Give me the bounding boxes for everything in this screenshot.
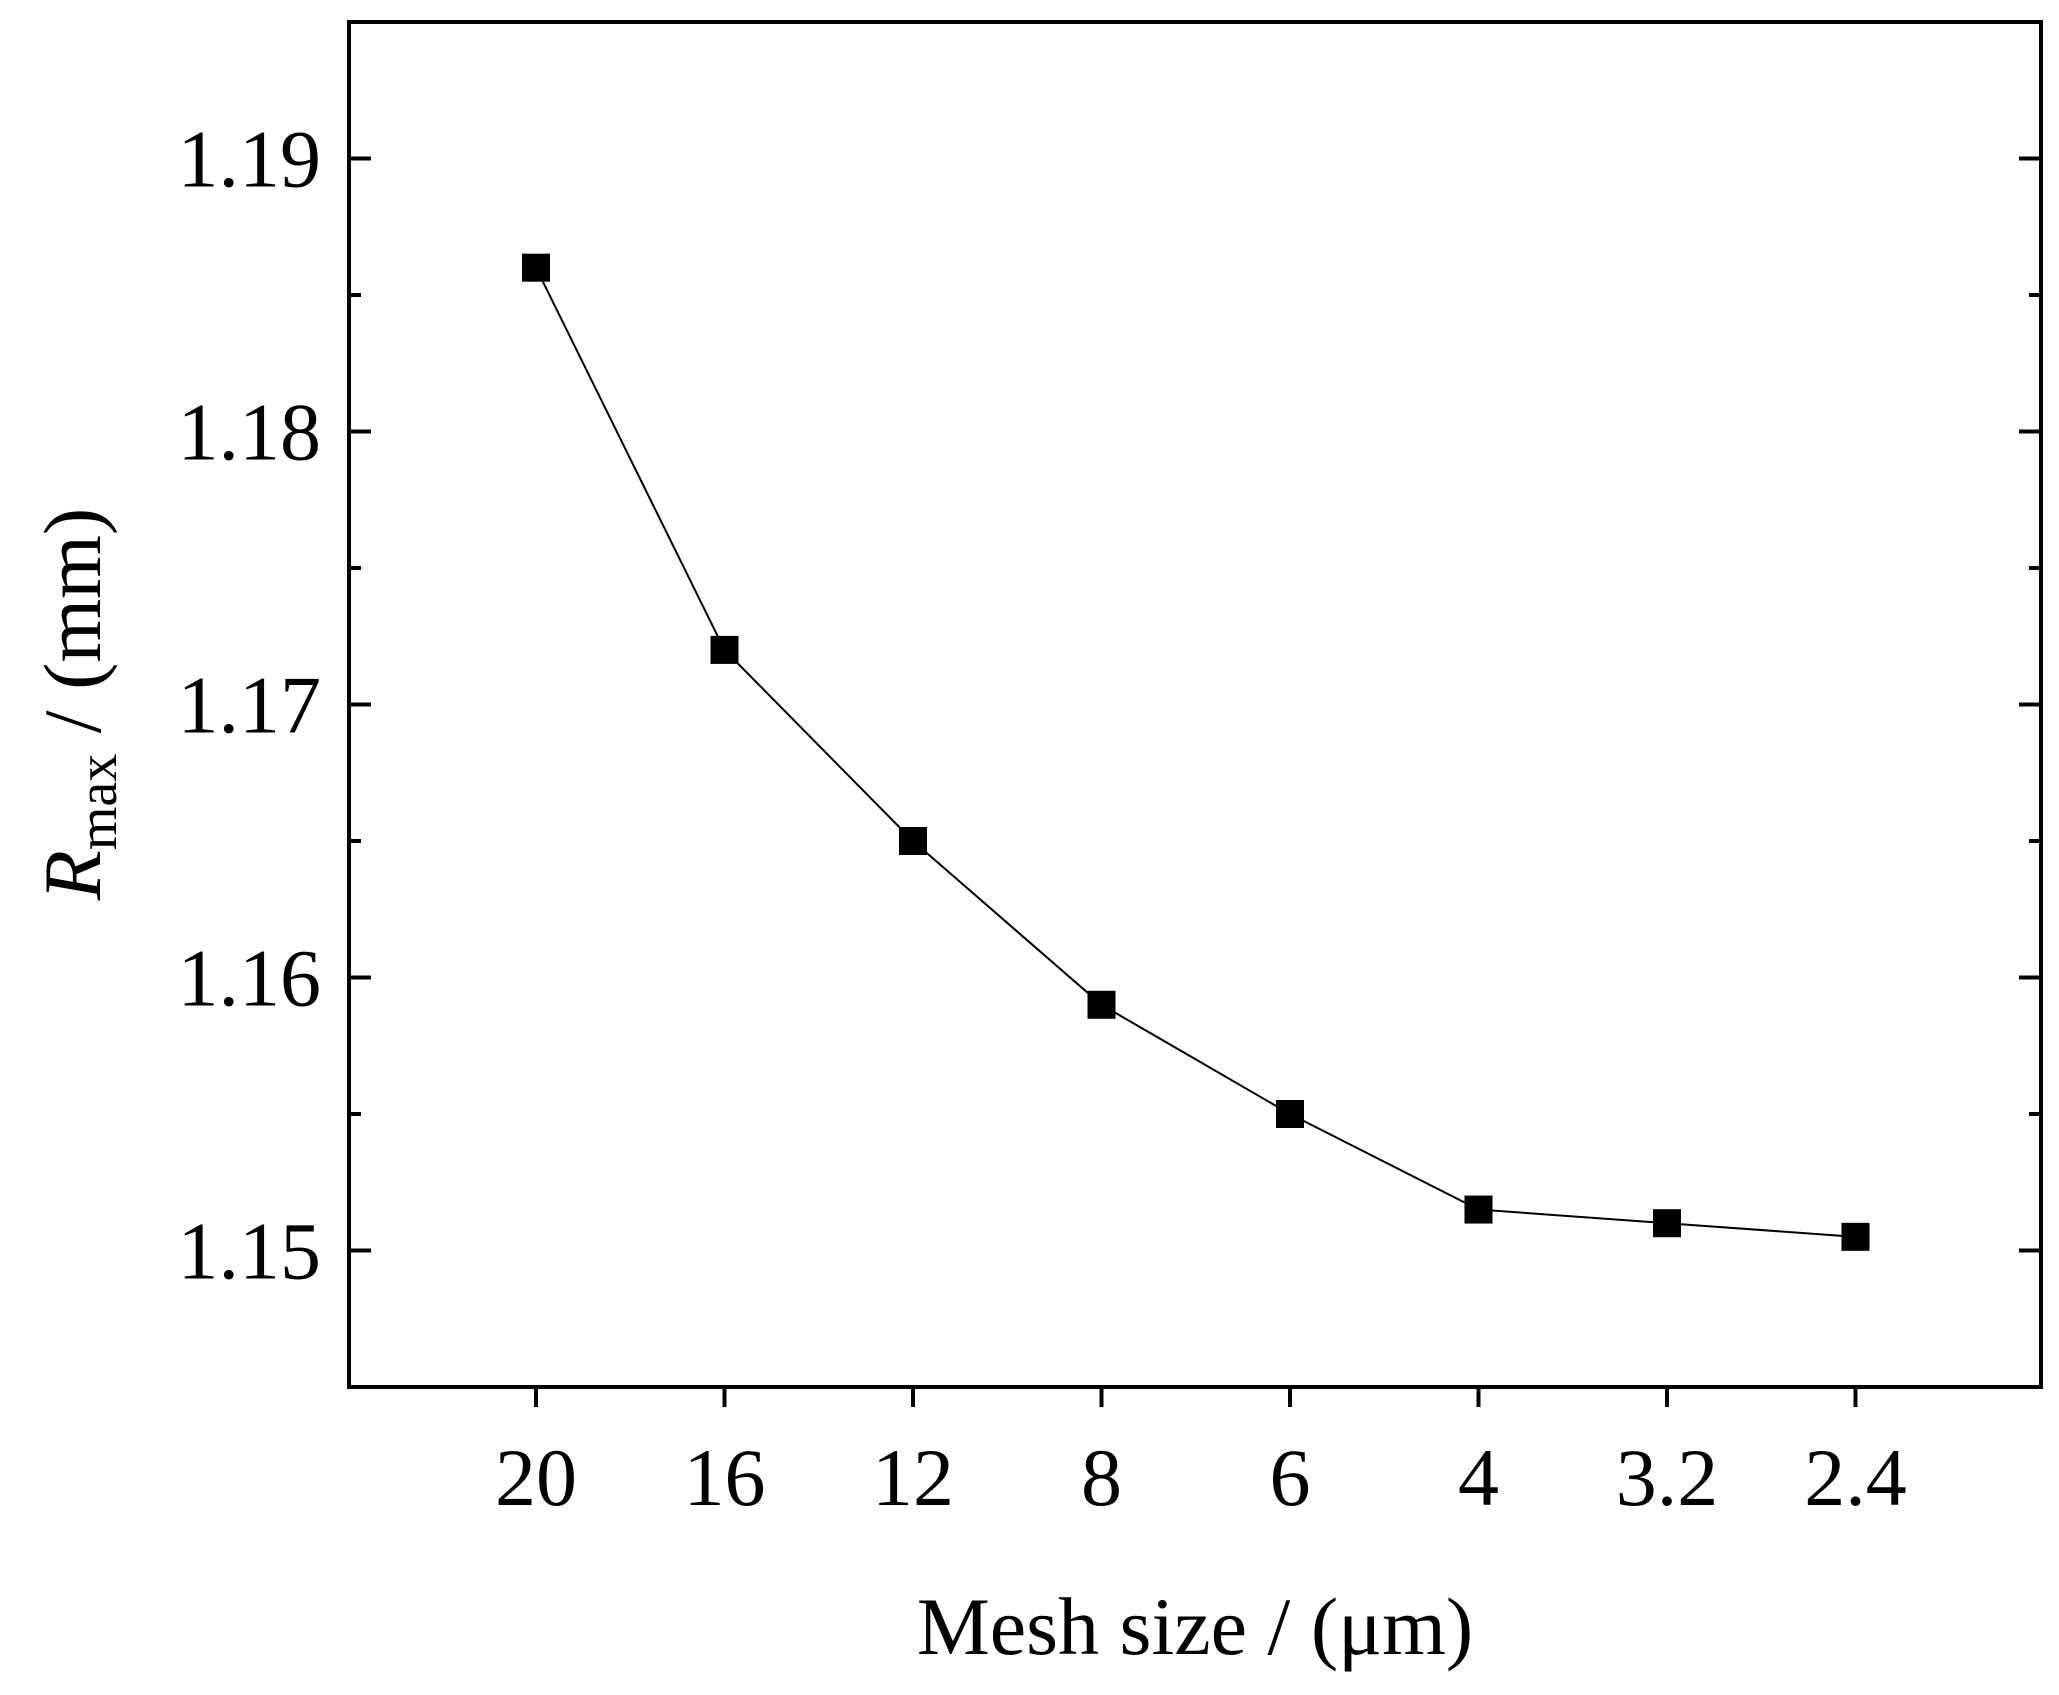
y-tick-label: 1.18 bbox=[178, 387, 322, 478]
data-point-marker bbox=[1464, 1195, 1493, 1224]
x-axis-title: Mesh size / (μm) bbox=[917, 1581, 1473, 1672]
y-tick-label: 1.19 bbox=[178, 114, 322, 205]
data-point-marker bbox=[710, 635, 739, 664]
x-tick-label: 2.4 bbox=[1804, 1432, 1907, 1523]
series-layer bbox=[522, 253, 1870, 1251]
y-tick-label: 1.15 bbox=[178, 1206, 322, 1297]
y-axis-title-subscript: max bbox=[67, 754, 129, 850]
x-tick-label: 16 bbox=[684, 1432, 766, 1523]
series-line bbox=[535, 267, 1856, 1238]
y-axis-ticks: 1.15 1.16 1.17 1.18 1.19 bbox=[178, 114, 2041, 1297]
data-point-marker bbox=[1841, 1222, 1870, 1251]
x-tick-label: 4 bbox=[1458, 1432, 1499, 1523]
x-axis-ticks: 20 16 12 8 6 4 3.2 2.4 bbox=[495, 1387, 1907, 1523]
data-point-marker bbox=[899, 827, 927, 855]
data-point-marker bbox=[522, 253, 550, 282]
y-axis-title: Rmax / (mm) bbox=[27, 508, 129, 901]
y-tick-label: 1.16 bbox=[178, 933, 322, 1024]
plot-frame bbox=[347, 20, 2043, 1389]
x-tick-label: 3.2 bbox=[1616, 1432, 1719, 1523]
x-tick-label: 6 bbox=[1270, 1432, 1311, 1523]
x-tick-label: 8 bbox=[1081, 1432, 1122, 1523]
data-point-marker bbox=[1653, 1209, 1681, 1238]
y-axis-title-symbol: R bbox=[27, 850, 118, 901]
x-tick-label: 20 bbox=[495, 1432, 577, 1523]
y-axis-title-unit: / (mm) bbox=[27, 508, 118, 754]
data-point-marker bbox=[1087, 990, 1116, 1019]
y-tick-label: 1.17 bbox=[178, 660, 322, 751]
data-point-marker bbox=[1276, 1100, 1304, 1128]
x-tick-label: 12 bbox=[872, 1432, 954, 1523]
